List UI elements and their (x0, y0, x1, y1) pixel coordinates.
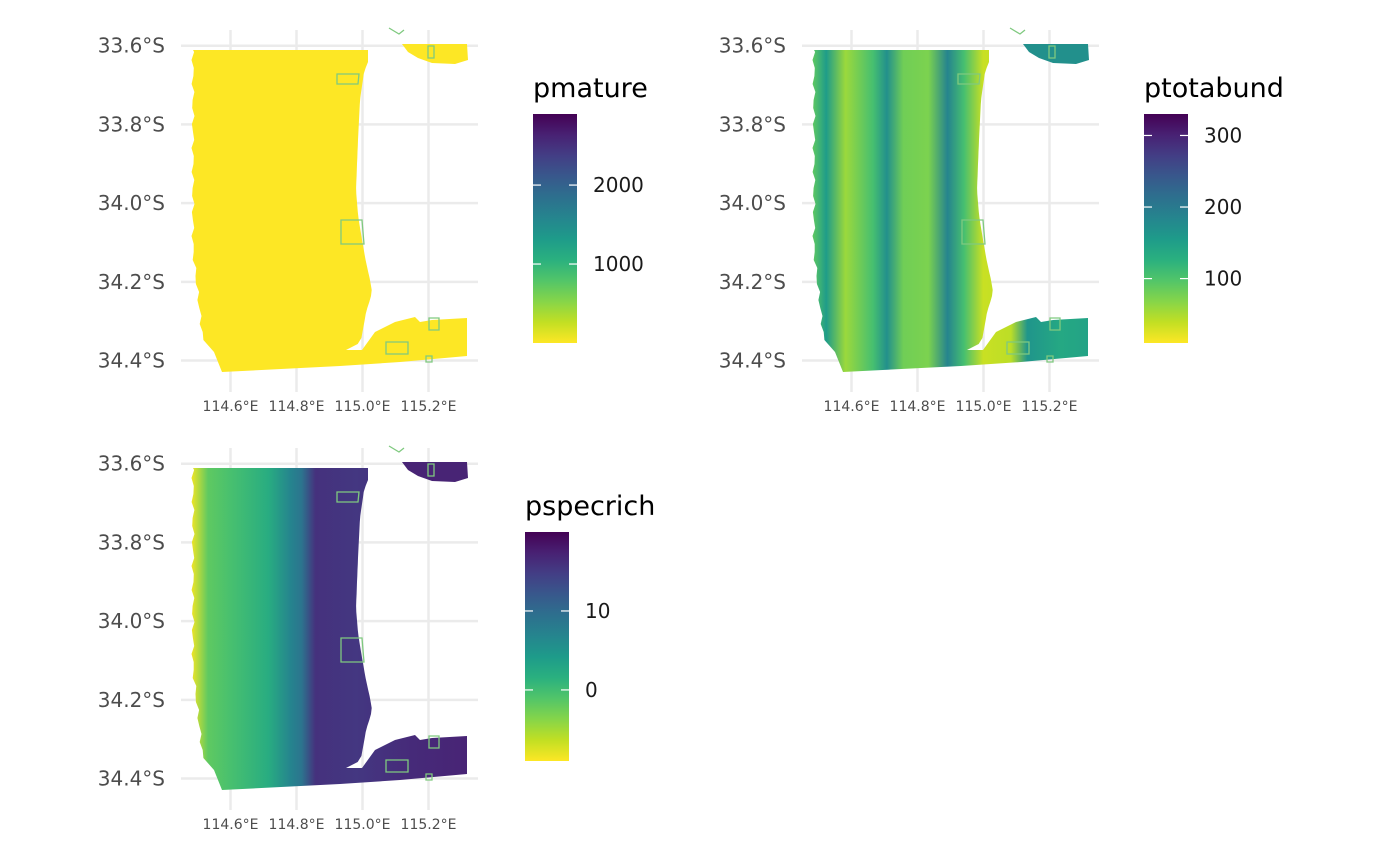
raster-east-patch (1023, 44, 1089, 64)
y-tick-label: 34.4°S (719, 349, 786, 373)
colorbar-tick-label: 300 (1204, 123, 1242, 147)
colorbar (1144, 114, 1188, 343)
x-tick-label: 115.2°E (401, 817, 457, 833)
y-tick-label: 33.8°S (98, 112, 165, 136)
x-tick-label: 115.0°E (335, 399, 391, 415)
y-tick-label: 34.0°S (98, 191, 165, 215)
mpa-outline (1009, 27, 1026, 35)
y-tick-label: 33.8°S (98, 530, 165, 554)
mpa-outlines (957, 27, 1061, 363)
x-tick-label: 114.8°E (269, 399, 325, 415)
mpa-outline (1046, 355, 1054, 363)
raster-east-patch (402, 44, 468, 64)
x-tick-label: 114.6°E (824, 399, 880, 415)
mpa-outline (340, 637, 365, 663)
y-tick-label: 33.6°S (98, 452, 165, 476)
legend-title: ptotabund (1144, 73, 1284, 104)
y-axis: 33.6°S 33.8°S 34.0°S 34.2°S 34.4°S (98, 34, 165, 373)
y-tick-label: 33.6°S (719, 34, 786, 58)
mpa-outline (425, 355, 433, 363)
x-axis: 114.6°E 114.8°E 115.0°E 115.2°E (203, 817, 457, 833)
raster-layer (191, 462, 468, 790)
colorbar-legend: ptotabund 100 200 300 (1144, 73, 1284, 343)
mpa-outline (336, 73, 360, 85)
mpa-outline (385, 759, 409, 773)
mpa-outline (1049, 317, 1061, 331)
x-tick-label: 115.2°E (1022, 399, 1078, 415)
y-tick-label: 34.2°S (719, 270, 786, 294)
x-tick-label: 114.8°E (269, 817, 325, 833)
y-tick-label: 33.8°S (719, 112, 786, 136)
raster-pmature (191, 50, 467, 372)
mpa-outline (385, 341, 409, 355)
mpa-outline (336, 491, 360, 503)
mpa-outlines (336, 445, 440, 781)
raster-layer (191, 44, 468, 372)
raster-east-patch (402, 462, 468, 482)
colorbar-legend: pmature 1000 2000 (533, 73, 648, 343)
mpa-outline (961, 219, 986, 245)
mpa-outline (427, 463, 435, 477)
x-tick-label: 115.0°E (335, 817, 391, 833)
x-axis: 114.6°E 114.8°E 115.0°E 115.2°E (203, 399, 457, 415)
mpa-outline (428, 735, 440, 749)
colorbar-tick-label: 1000 (593, 252, 644, 276)
mpa-outline (428, 317, 440, 331)
colorbar-tick-label: 100 (1204, 267, 1242, 291)
map-panel-pmature: 33.6°S33.8°S34.0°S34.2°S34.4°S 114.6°E 11… (98, 27, 648, 415)
x-tick-label: 115.2°E (401, 399, 457, 415)
colorbar (525, 532, 569, 761)
mpa-outline (388, 445, 405, 453)
colorbar-tick-label: 10 (585, 599, 610, 623)
y-axis: 33.6°S 33.8°S 34.0°S 34.2°S 34.4°S (719, 34, 786, 373)
map-panel-ptotabund: 33.6°S33.8°S34.0°S34.2°S34.4°S 114.6°E 11… (719, 27, 1284, 415)
y-tick-label: 34.4°S (98, 767, 165, 791)
mpa-outline (427, 45, 435, 59)
x-axis: 114.6°E 114.8°E 115.0°E 115.2°E (824, 399, 1078, 415)
y-tick-label: 34.4°S (98, 349, 165, 373)
mpa-outline (340, 219, 365, 245)
raster-pspecrich (191, 468, 467, 790)
x-tick-label: 114.8°E (890, 399, 946, 415)
legend-title: pspecrich (525, 491, 655, 522)
y-tick-label: 34.2°S (98, 688, 165, 712)
x-tick-label: 114.6°E (203, 817, 259, 833)
legend-title: pmature (533, 73, 648, 104)
mpa-outline (1048, 45, 1056, 59)
colorbar-legend: pspecrich 0 10 (525, 491, 655, 761)
y-tick-label: 34.0°S (719, 191, 786, 215)
colorbar (533, 114, 577, 343)
raster-ptotabund (812, 50, 1088, 372)
y-tick-label: 33.6°S (98, 34, 165, 58)
y-axis: 33.6°S 33.8°S 34.0°S 34.2°S 34.4°S (98, 452, 165, 791)
colorbar-tick-label: 200 (1204, 195, 1242, 219)
mpa-outline (388, 27, 405, 35)
mpa-outline (425, 773, 433, 781)
map-panel-pspecrich: 33.6°S33.8°S34.0°S34.2°S34.4°S 114.6°E 11… (98, 445, 655, 833)
y-tick-label: 34.2°S (98, 270, 165, 294)
x-tick-label: 114.6°E (203, 399, 259, 415)
mpa-outline (957, 73, 981, 85)
raster-layer (812, 44, 1089, 372)
y-tick-label: 34.0°S (98, 609, 165, 633)
mpa-outline (1006, 341, 1030, 355)
x-tick-label: 115.0°E (956, 399, 1012, 415)
colorbar-tick-label: 2000 (593, 173, 644, 197)
colorbar-tick-label: 0 (585, 678, 598, 702)
mpa-outlines (336, 27, 440, 363)
